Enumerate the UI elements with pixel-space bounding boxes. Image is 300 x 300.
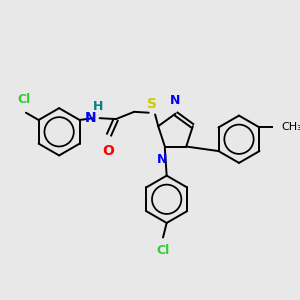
Text: O: O — [102, 144, 114, 158]
Text: Cl: Cl — [17, 93, 31, 106]
Text: CH₃: CH₃ — [281, 122, 300, 132]
Text: S: S — [147, 97, 158, 111]
Text: N: N — [157, 153, 167, 166]
Text: N: N — [170, 94, 181, 107]
Text: H: H — [93, 100, 103, 113]
Text: Cl: Cl — [156, 244, 170, 257]
Text: N: N — [84, 111, 96, 125]
